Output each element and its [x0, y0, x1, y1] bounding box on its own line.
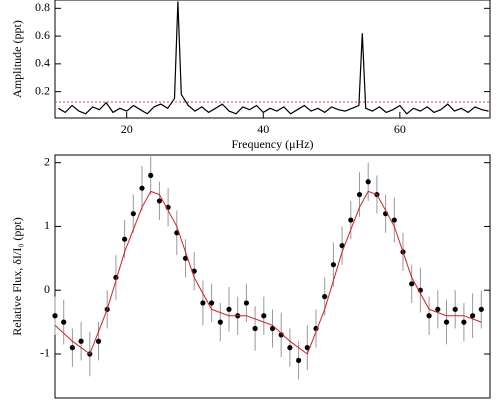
data-line — [54, 190, 482, 355]
plot-frame — [54, 154, 491, 399]
data-point — [339, 242, 345, 249]
data-point — [426, 313, 432, 319]
data-point — [478, 306, 484, 312]
data-point — [304, 345, 310, 351]
x-tick-label: 20 — [121, 122, 133, 136]
data-point — [330, 262, 336, 268]
data-point — [78, 338, 84, 344]
y-tick-label: 0.8 — [35, 0, 50, 14]
y-tick-label: 2 — [44, 154, 50, 168]
y-axis-label: Amplitude (ppt) — [10, 20, 24, 98]
y-tick-label: 0 — [44, 282, 50, 296]
data-point — [209, 300, 215, 306]
x-axis-label: Frequency (μHz) — [231, 137, 313, 151]
data-point — [261, 313, 267, 319]
data-point — [226, 306, 232, 312]
data-point — [470, 313, 476, 319]
data-point — [452, 306, 458, 312]
y-tick-label: 0.4 — [35, 56, 50, 70]
data-point — [356, 191, 363, 198]
data-point — [287, 345, 293, 351]
data-point — [139, 185, 145, 191]
data-point — [461, 319, 467, 325]
data-point — [130, 211, 136, 217]
data-point — [435, 306, 441, 312]
data-point — [200, 300, 206, 306]
data-point — [443, 319, 450, 325]
data-point — [122, 236, 128, 242]
data-point — [156, 198, 162, 204]
data-point — [148, 172, 154, 179]
data-point — [296, 357, 302, 363]
y-tick-label: -1 — [40, 346, 50, 360]
data-point — [269, 325, 276, 332]
data-point — [69, 345, 75, 351]
data-point — [252, 325, 258, 332]
data-line — [58, 1, 489, 115]
x-tick-label: 40 — [257, 122, 269, 136]
data-point — [217, 319, 223, 325]
x-tick-label: 60 — [394, 122, 406, 136]
data-point — [95, 338, 102, 344]
y-tick-label: 0.6 — [35, 28, 50, 42]
data-point — [52, 313, 58, 319]
y-tick-label: 1 — [44, 218, 50, 232]
data-point — [365, 179, 371, 185]
y-axis-label: Relative Flux, δI/I₀ (ppt) — [10, 217, 24, 335]
data-point — [243, 300, 249, 306]
data-point — [322, 293, 328, 300]
data-point — [61, 319, 67, 325]
data-point — [278, 332, 284, 338]
data-point — [348, 217, 354, 223]
plot-frame — [54, 0, 491, 119]
data-point — [409, 281, 415, 287]
y-tick-label: 0.2 — [35, 83, 50, 97]
data-point — [391, 217, 397, 223]
